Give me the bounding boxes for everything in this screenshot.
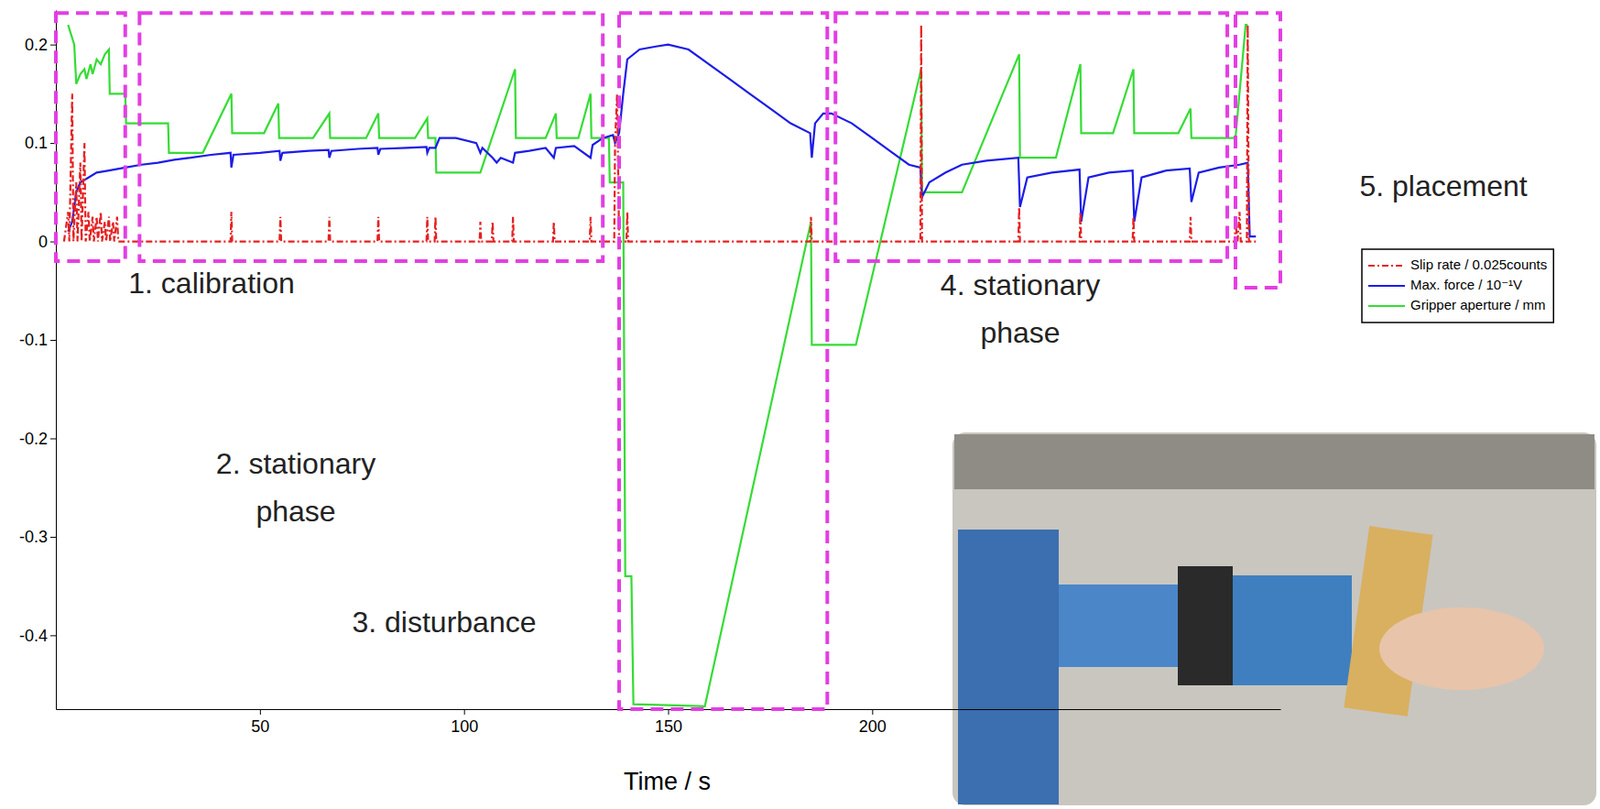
tick: 0 (38, 232, 56, 251)
axis-title: Time / s (623, 767, 711, 795)
tick: 100 (450, 708, 479, 736)
series-line (67, 44, 1256, 238)
tick: 50 (250, 708, 270, 736)
phase-label: phase (979, 315, 1060, 349)
tick-label: 100 (450, 717, 479, 736)
legend-label: Gripper aperture / mm (1410, 296, 1546, 313)
phase-label: 3. disturbance (351, 605, 536, 639)
legend-swatch (1368, 284, 1405, 287)
legend-box (1361, 249, 1554, 323)
chart: 50 100 150 200 -0.4 -0.3 -0.2 -0.1 0 0.1 0.2 Time /… (0, 0, 1600, 809)
phase-label: 1. calibration (128, 266, 294, 300)
photo-inset (950, 430, 1599, 807)
tick-mark (50, 536, 56, 538)
tick-label: 0.2 (24, 35, 48, 55)
tick: 0.1 (24, 133, 56, 153)
tick-mark (668, 708, 670, 715)
tick-label: -0.4 (19, 626, 48, 645)
series-line (64, 24, 1256, 241)
legend-swatch (1368, 304, 1405, 307)
photo-gripper (1232, 575, 1352, 686)
photo-beam (954, 434, 1595, 490)
phase-box (55, 12, 126, 262)
tick: -0.2 (19, 429, 56, 448)
phase-label: 4. stationary (940, 268, 1100, 302)
tick-mark (464, 708, 466, 715)
phase-box (139, 12, 603, 262)
tick-mark (50, 44, 56, 46)
phase-box (1235, 12, 1281, 288)
photo-arm (957, 529, 1059, 805)
tick-label: 200 (859, 717, 887, 736)
phases (55, 12, 1281, 709)
phase-box (835, 12, 1228, 262)
phase-label: 5. placement (1359, 169, 1527, 203)
legend-swatch (1368, 264, 1405, 267)
photo-joint (1058, 584, 1178, 667)
tick-mark (50, 634, 56, 636)
photo-frame (950, 430, 1599, 807)
tick-label: 150 (654, 717, 683, 736)
tick-label: 0.1 (24, 133, 48, 153)
tick: 0.2 (24, 35, 56, 55)
legend-label: Max. force / 10⁻¹V (1410, 276, 1523, 293)
y-axis: -0.4 -0.3 -0.2 -0.1 0 0.1 0.2 (19, 10, 57, 710)
phase-label: phase (255, 494, 336, 528)
photo-hand (1379, 607, 1545, 690)
tick-mark (260, 708, 262, 715)
tick: -0.4 (19, 626, 56, 645)
series-line (67, 24, 1248, 707)
tick: -0.1 (19, 330, 56, 349)
tick-label: -0.3 (19, 527, 48, 546)
tick-label: -0.2 (19, 429, 48, 448)
legend-label: Slip rate / 0.025counts (1410, 256, 1547, 273)
legend: Slip rate / 0.025counts Max. force / 10⁻¹… (1361, 249, 1554, 323)
tick: 200 (859, 708, 887, 736)
tick: -0.3 (19, 527, 56, 546)
tick-mark (50, 437, 56, 439)
tick-mark (871, 708, 873, 715)
tick-label: -0.1 (19, 330, 48, 349)
plot-area (64, 24, 1256, 707)
x-axis: 50 100 150 200 (56, 708, 1282, 736)
phase-box (619, 12, 828, 709)
tick: 150 (654, 708, 683, 736)
tick-label: 50 (250, 717, 270, 736)
tick-mark (50, 339, 56, 341)
tick-label: 0 (38, 232, 48, 251)
phase-label: 2. stationary (216, 446, 376, 480)
photo-sensor (1177, 565, 1233, 686)
